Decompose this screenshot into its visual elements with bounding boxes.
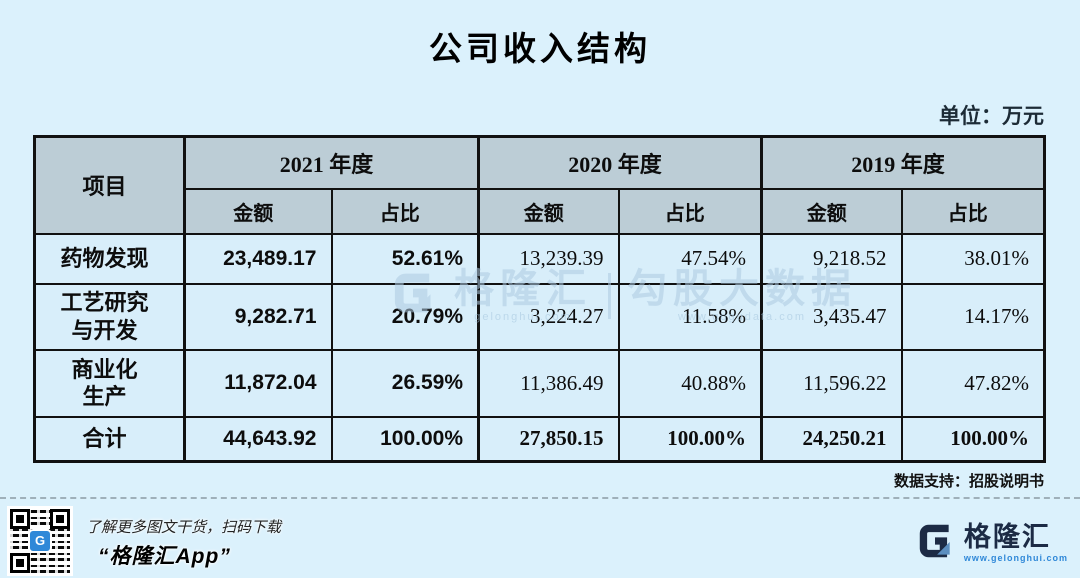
cell-2021-ratio: 20.79%	[330, 282, 480, 351]
cell-2021-amount: 44,643.92	[183, 415, 333, 463]
cell-2019-ratio: 38.01%	[900, 232, 1046, 285]
row-label: 合计	[33, 415, 186, 463]
unit-label: 单位：万元	[939, 104, 1044, 128]
header-year-2020: 2020 年度	[477, 135, 763, 190]
qr-finder-icon	[50, 509, 70, 529]
qr-caption-line2: “格隆汇App”	[98, 545, 231, 568]
row-label: 商业化 生产	[33, 348, 186, 418]
cell-2020-ratio: 47.54%	[617, 232, 763, 285]
cell-2021-amount: 9,282.71	[183, 282, 333, 351]
header-2019-ratio: 占比	[900, 187, 1046, 235]
cell-2020-ratio: 100.00%	[617, 415, 763, 463]
header-2021-amount: 金额	[183, 187, 333, 235]
cell-2021-ratio: 52.61%	[330, 232, 480, 285]
cell-2019-amount: 3,435.47	[760, 282, 903, 351]
table-row-commercial-production: 商业化 生产 11,872.04 26.59% 11,386.49 40.88%…	[33, 348, 1046, 418]
qr-caption-line1: 了解更多图文干货，扫码下载	[86, 519, 282, 536]
cell-2021-amount: 23,489.17	[183, 232, 333, 285]
header-2019-amount: 金额	[760, 187, 903, 235]
cell-2020-ratio: 11.58%	[617, 282, 763, 351]
cell-2020-amount: 27,850.15	[477, 415, 620, 463]
header-item: 项目	[33, 135, 186, 235]
page-title: 公司收入结构	[429, 30, 651, 67]
cell-2021-amount: 11,872.04	[183, 348, 333, 418]
cell-2019-amount: 9,218.52	[760, 232, 903, 285]
cell-2020-ratio: 40.88%	[617, 348, 763, 418]
cell-2019-ratio: 47.82%	[900, 348, 1046, 418]
header-2020-amount: 金额	[477, 187, 620, 235]
footer-divider	[0, 497, 1080, 499]
qr-code-icon: G	[7, 506, 73, 576]
revenue-table: 项目 2021 年度 2020 年度 2019 年度 金额 占比 金额 占比 金…	[33, 135, 1047, 463]
cell-2020-amount: 11,386.49	[477, 348, 620, 418]
qr-center-logo-icon: G	[28, 529, 52, 553]
cell-2021-ratio: 100.00%	[330, 415, 480, 463]
footer-logo-url: www.gelonghui.com	[963, 553, 1068, 563]
header-2020-ratio: 占比	[617, 187, 763, 235]
header-2021-ratio: 占比	[330, 187, 480, 235]
footer-logo-name: 格隆汇	[963, 522, 1051, 552]
cell-2021-ratio: 26.59%	[330, 348, 480, 418]
gelonghui-g-icon	[914, 520, 956, 567]
cell-2019-ratio: 100.00%	[900, 415, 1046, 463]
cell-2019-amount: 11,596.22	[760, 348, 903, 418]
header-year-2021: 2021 年度	[182, 135, 480, 190]
data-source-note: 数据支持：招股说明书	[893, 473, 1044, 490]
header-year-2019: 2019 年度	[760, 135, 1046, 190]
qr-finder-icon	[10, 509, 30, 529]
table-row-total: 合计 44,643.92 100.00% 27,850.15 100.00% 2…	[33, 415, 1046, 463]
table-row-drug-discovery: 药物发现 23,489.17 52.61% 13,239.39 47.54% 9…	[33, 232, 1046, 285]
qr-finder-icon	[10, 553, 30, 573]
cell-2019-ratio: 14.17%	[900, 282, 1046, 351]
cell-2019-amount: 24,250.21	[760, 415, 903, 463]
row-label: 工艺研究 与开发	[33, 282, 186, 351]
cell-2020-amount: 13,239.39	[477, 232, 620, 285]
cell-2020-amount: 3,224.27	[477, 282, 620, 351]
row-label: 药物发现	[33, 232, 186, 285]
gelonghui-footer-logo: 格隆汇 www.gelonghui.com	[914, 520, 1068, 567]
table-row-process-rnd: 工艺研究 与开发 9,282.71 20.79% 3,224.27 11.58%…	[33, 282, 1046, 351]
